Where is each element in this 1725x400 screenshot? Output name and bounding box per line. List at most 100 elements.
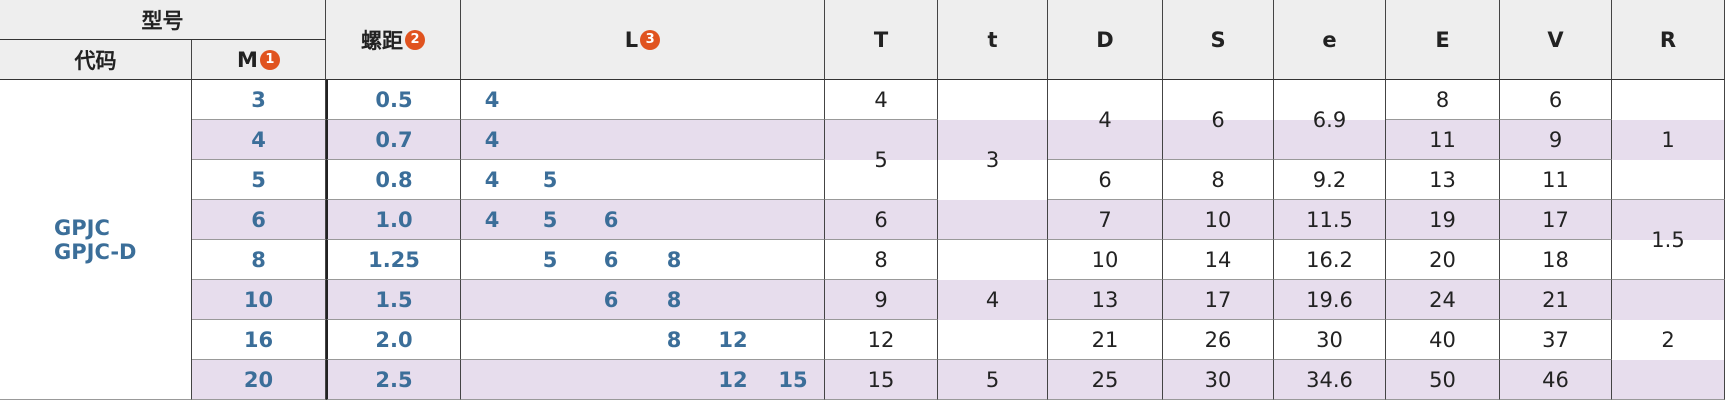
header-cell: V: [1500, 0, 1612, 80]
cell-text: 13: [1091, 287, 1119, 312]
cell: 4: [825, 80, 938, 120]
cell: 4: [938, 240, 1048, 360]
cell: 4: [461, 80, 825, 120]
cell: 37: [1500, 320, 1612, 360]
cell-text: 10: [243, 287, 274, 312]
cell-text: 10: [1091, 247, 1119, 272]
cell-text: V: [1547, 27, 1564, 52]
cell: 11.5: [1274, 200, 1386, 240]
cell-text: 19: [1429, 207, 1456, 232]
cell: 1: [1612, 80, 1725, 200]
header-cell: t: [938, 0, 1048, 80]
cell: 15: [825, 360, 938, 400]
cell-text: 5: [985, 367, 1000, 392]
cell: 0.7: [326, 120, 461, 160]
cell-text: 6.9: [1312, 107, 1347, 132]
l-value: 4: [484, 127, 500, 152]
cell: 34.6: [1274, 360, 1386, 400]
cell-text: 1.25: [368, 247, 420, 272]
cell: 7: [1048, 200, 1163, 240]
cell: 17: [1500, 200, 1612, 240]
code-cell: GPJC GPJC-D: [0, 80, 192, 400]
cell: 12 15: [461, 360, 825, 400]
cell: 8: [825, 240, 938, 280]
header-cell: 代码: [0, 40, 192, 80]
cell: 5: [192, 160, 326, 200]
cell: 11: [1500, 160, 1612, 200]
cell-text: 37: [1542, 327, 1569, 352]
cell: 1.0: [326, 200, 461, 240]
cell-text: 0.7: [375, 127, 413, 152]
l-value: 5: [542, 167, 558, 192]
cell: 10: [1163, 200, 1274, 240]
cell: 2.0: [326, 320, 461, 360]
cell: 16: [192, 320, 326, 360]
cell-text: 1: [1661, 127, 1675, 152]
l-value: 6: [603, 287, 619, 312]
l-value: 4: [484, 87, 500, 112]
cell-text: 40: [1429, 327, 1456, 352]
row-stripe: [192, 360, 1725, 400]
cell-text: 4: [1098, 107, 1112, 132]
cell-text: 型号: [141, 8, 184, 33]
cell-text: 0.5: [375, 87, 413, 112]
badge: 3: [640, 29, 661, 50]
cell: 9: [1500, 120, 1612, 160]
header-cell: e: [1274, 0, 1386, 80]
cell-text: 11.5: [1306, 207, 1353, 232]
cell-text: S: [1210, 27, 1226, 52]
cell: 19: [1386, 200, 1500, 240]
cell: 19.6: [1274, 280, 1386, 320]
cell: 46: [1500, 360, 1612, 400]
cell-text: 3: [251, 87, 266, 112]
header-cell: S: [1163, 0, 1274, 80]
cell-text: t: [987, 27, 998, 52]
l-value: 5: [542, 207, 558, 232]
cell-text: 6: [1548, 87, 1563, 112]
cell: 20: [192, 360, 326, 400]
cell: 3: [938, 80, 1048, 240]
cell: 24: [1386, 280, 1500, 320]
cell: 8: [192, 240, 326, 280]
row-stripe: [192, 120, 1725, 160]
cell-text: e: [1322, 27, 1337, 52]
cell: 21: [1048, 320, 1163, 360]
cell-text: 8: [251, 247, 266, 272]
cell-text: 6: [1098, 167, 1112, 192]
cell-text: 6: [874, 207, 888, 232]
header-cell: 型号: [0, 0, 326, 40]
cell-text: 13: [1429, 167, 1456, 192]
cell-text: 12: [867, 327, 895, 352]
cell-text: 1.5: [375, 287, 413, 312]
cell: 30: [1274, 320, 1386, 360]
cell: 8 12: [461, 320, 825, 360]
cell: 0.8: [326, 160, 461, 200]
cell-text: 25: [1091, 367, 1119, 392]
cell-text: 30: [1316, 327, 1343, 352]
cell-text: 21: [1091, 327, 1119, 352]
cell-text: 4: [874, 87, 888, 112]
cell: 6: [1048, 160, 1163, 200]
cell-text: 2.0: [375, 327, 413, 352]
cell-text: 1.0: [375, 207, 413, 232]
cell: 14: [1163, 240, 1274, 280]
cell-text: 5: [251, 167, 266, 192]
cell: 3: [192, 80, 326, 120]
cell-text: 8: [1435, 87, 1450, 112]
cell-text: 5: [874, 147, 888, 172]
cell: 1.5: [1612, 200, 1725, 280]
header-cell: E: [1386, 0, 1500, 80]
cell: 4: [1048, 80, 1163, 160]
badge: 2: [405, 29, 425, 50]
cell-text: 15: [867, 367, 895, 392]
cell-text: 14: [1204, 247, 1232, 272]
cell-text: 20: [1429, 247, 1456, 272]
cell-text: 19.6: [1306, 287, 1353, 312]
cell: 4: [461, 120, 825, 160]
cell-text: 2.5: [375, 367, 413, 392]
cell-text: T: [873, 27, 889, 52]
cell-text: 20: [243, 367, 274, 392]
